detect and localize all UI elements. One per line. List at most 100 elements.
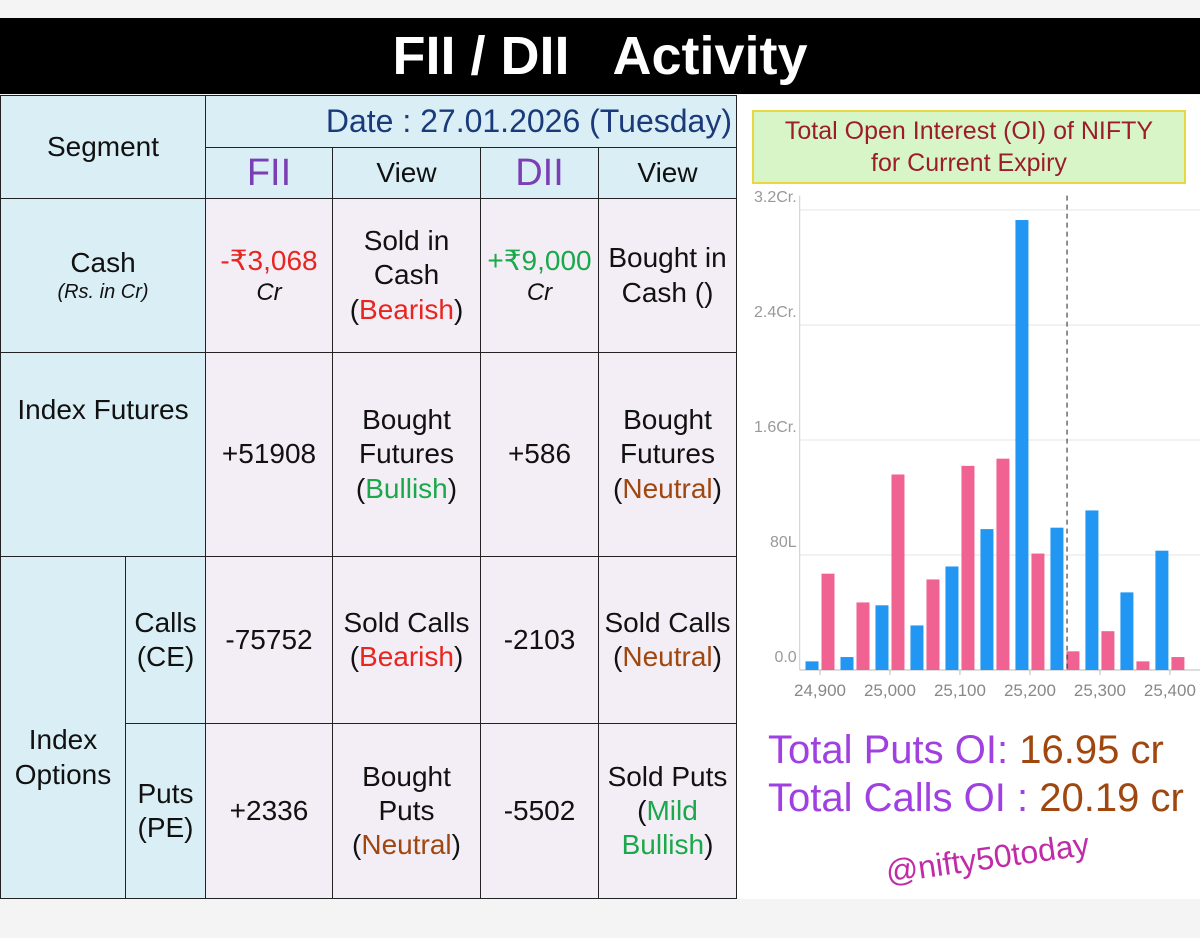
view-word: Bearish <box>359 641 454 672</box>
total-value: 16.95 cr <box>1019 728 1164 772</box>
view-word: Mild Bullish <box>621 794 705 861</box>
bar <box>840 657 854 670</box>
view-cell: Sold in Cash (Bearish) <box>332 198 481 353</box>
x-tick-label: 25,400 <box>1144 681 1196 700</box>
segment-note: (Rs. in Cr) <box>57 281 149 304</box>
bar <box>1066 651 1080 670</box>
view-text: ) <box>712 641 722 672</box>
col-header: View <box>598 147 737 199</box>
bar <box>996 458 1010 670</box>
view-text: Bought Futures (Neutral) <box>599 403 736 505</box>
chart: 0.0 80L 1.6Cr. 2.4Cr. 3.2Cr. 24,900 25,000 25,1… <box>754 190 1200 700</box>
segment-header: Segment <box>0 95 206 199</box>
view-text: Sold Calls ( <box>604 606 731 672</box>
segment: Cash (Rs. in Cr) <box>0 198 206 353</box>
view-text: Bought Futures ( <box>355 404 454 504</box>
y-tick-label: 3.2Cr. <box>754 190 797 206</box>
segment-name: Cash <box>70 247 136 279</box>
x-tick-label: 25,100 <box>934 681 986 700</box>
view-text: Sold in Cash ( <box>349 225 450 325</box>
amount: +₹9,000 <box>487 244 592 276</box>
amount: -₹3,068 <box>220 244 318 276</box>
view-cell: Bought Puts (Neutral) <box>332 723 481 899</box>
value-cell: -2103 <box>480 556 599 724</box>
x-tick-label: 25,000 <box>864 681 916 700</box>
view-text: ) <box>712 472 722 504</box>
y-tick-label: 0.0 <box>774 649 796 666</box>
view-text: ) <box>447 472 458 504</box>
view-text: ) <box>453 293 464 325</box>
page-title: FII / DII Activity <box>0 18 1200 94</box>
value-cell: +₹9,000 Cr <box>480 198 599 353</box>
bar <box>1085 510 1099 670</box>
y-tick-label: 2.4Cr. <box>754 304 797 321</box>
bar <box>926 579 940 670</box>
chart-title: Total Open Interest (OI) of NIFTY for Cu… <box>752 110 1186 184</box>
bar <box>1136 661 1150 670</box>
segment: Index Options <box>0 556 126 899</box>
bar <box>1120 592 1134 670</box>
value-cell: -75752 <box>205 556 333 724</box>
bar <box>1155 550 1169 670</box>
value-cell: -₹3,068 Cr <box>205 198 333 353</box>
view-text: Bought Puts (Neutral) <box>333 760 480 862</box>
bar <box>821 573 835 670</box>
x-tick-label: 24,900 <box>794 681 846 700</box>
view-word: Neutral <box>622 472 713 504</box>
bar <box>891 474 905 670</box>
y-tick-label: 80L <box>770 534 797 551</box>
total-value: 20.19 cr <box>1039 776 1184 820</box>
bar <box>961 465 975 670</box>
total-label: Total Calls OI <box>768 776 1006 820</box>
value-cell: +2336 <box>205 723 333 899</box>
bar <box>1015 220 1029 670</box>
view-cell: Bought in Cash () <box>598 198 737 353</box>
bar <box>1171 657 1185 670</box>
view-text: Bought Puts ( <box>352 760 451 861</box>
view-cell: Bought Futures (Bullish) <box>332 352 481 557</box>
view-text: Bought Futures ( <box>613 404 715 504</box>
view-text: Sold Calls ( <box>343 606 470 672</box>
view-word: Neutral <box>361 829 452 861</box>
view-text: ) <box>453 641 464 672</box>
view-word: Bullish <box>365 472 448 504</box>
total-row: Total Puts OI: 16.95 cr <box>768 728 1164 773</box>
view-text: Sold in Cash (Bearish) <box>333 224 480 326</box>
view-cell: Sold Calls (Bearish) <box>332 556 481 724</box>
segment: Index Futures <box>0 352 206 557</box>
total-sep: : <box>1016 776 1029 820</box>
total-label: Total Puts OI <box>768 728 997 772</box>
unit: Cr <box>526 278 553 306</box>
value-cell: +586 <box>480 352 599 557</box>
date: Date : 27.01.2026 (Tuesday) <box>205 95 737 148</box>
view-text: Sold Puts ( <box>607 760 728 826</box>
view-word: Neutral <box>622 641 713 672</box>
bar <box>805 661 819 670</box>
bar <box>1031 553 1045 670</box>
bar <box>910 625 924 670</box>
sub-segment: Calls (CE) <box>125 556 206 724</box>
x-tick-label: 25,300 <box>1074 681 1126 700</box>
x-tick-label: 25,200 <box>1004 681 1056 700</box>
view-cell: Sold Calls (Neutral) <box>598 556 737 724</box>
view-cell: Bought Futures (Neutral) <box>598 352 737 557</box>
total-sep: : <box>996 728 1009 772</box>
view-cell: Sold Puts (Mild Bullish) <box>598 723 737 899</box>
sub-segment: Puts (PE) <box>125 723 206 899</box>
bar <box>1050 527 1064 670</box>
view-text: Sold Calls (Bearish) <box>333 606 480 674</box>
value-cell: +51908 <box>205 352 333 557</box>
unit: Cr <box>256 278 282 306</box>
bar <box>945 566 959 670</box>
view-text: Sold Calls (Neutral) <box>599 606 736 674</box>
total-row: Total Calls OI : 20.19 cr <box>768 776 1184 821</box>
value-cell: -5502 <box>480 723 599 899</box>
view-text: Sold Puts (Mild Bullish) <box>599 760 736 862</box>
bar <box>980 529 994 670</box>
activity-table: Segment Date : 27.01.2026 (Tuesday) FII … <box>0 95 737 899</box>
y-tick-label: 1.6Cr. <box>754 419 797 436</box>
col-header: DII <box>480 147 599 199</box>
view-text: Bought in Cash () <box>608 242 727 308</box>
view-text: ) <box>704 829 714 861</box>
